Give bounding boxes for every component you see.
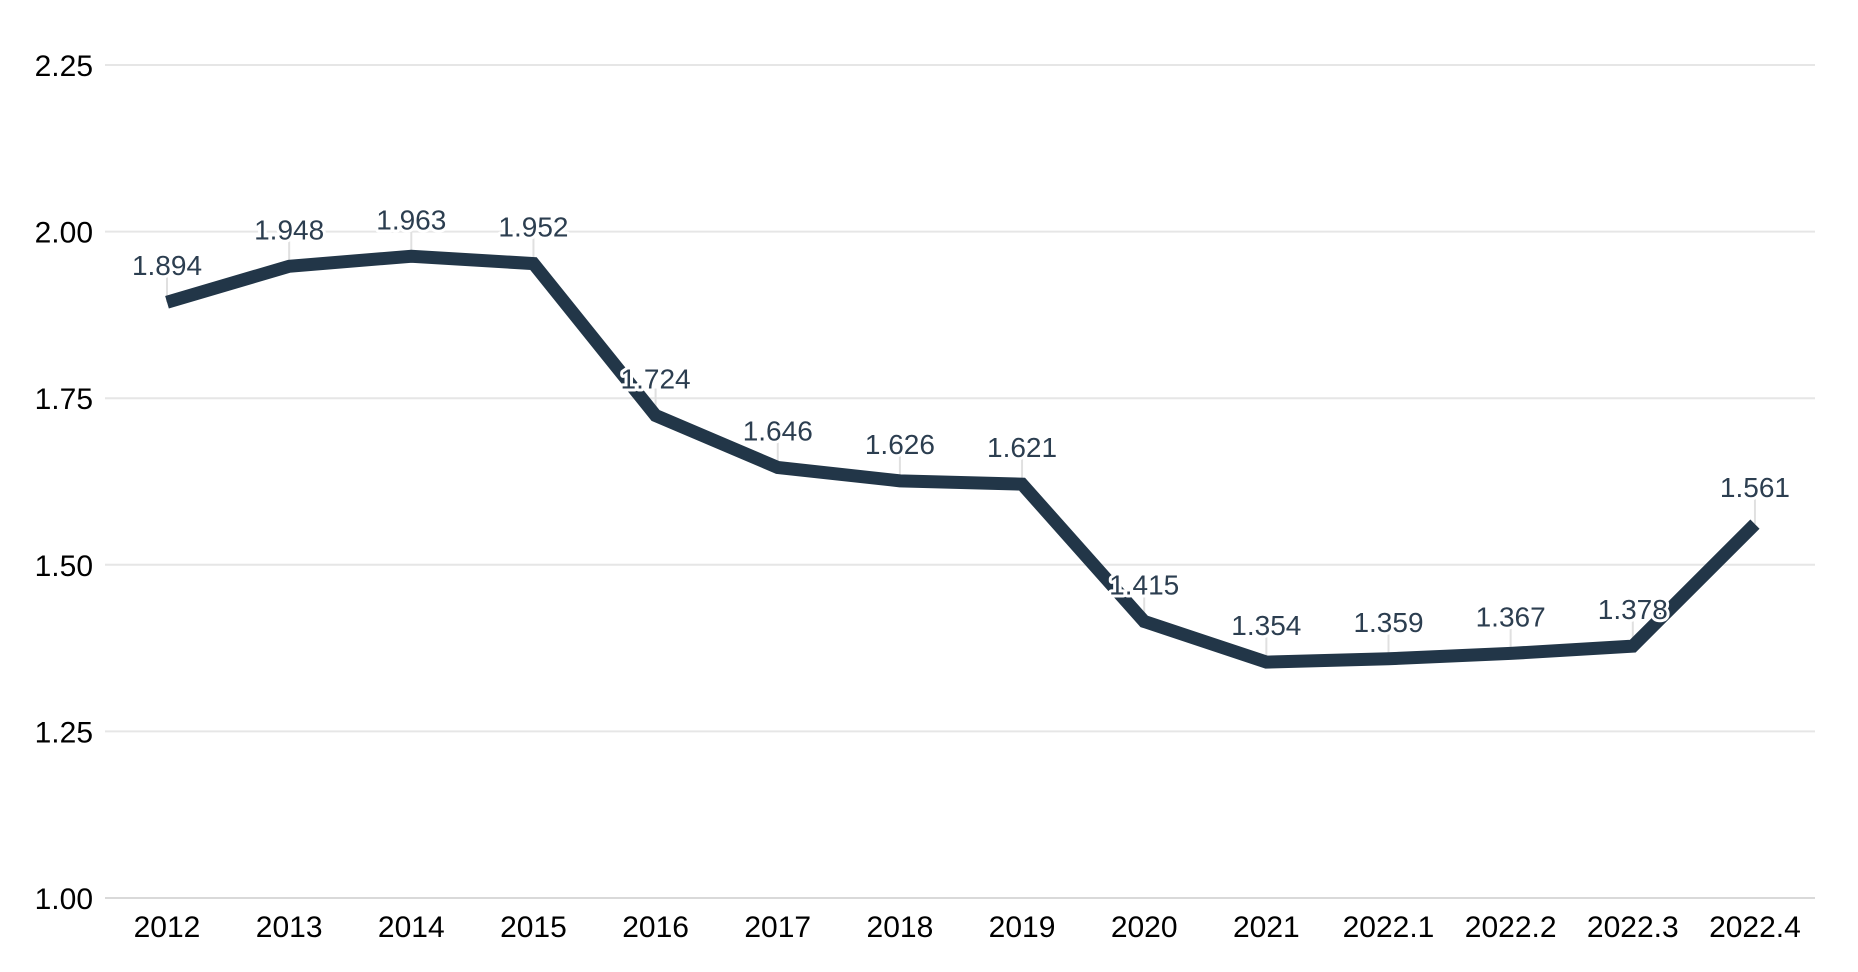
data-point-label: 1.894 bbox=[132, 250, 202, 281]
y-axis-tick-label: 2.25 bbox=[35, 50, 93, 83]
data-point-label: 1.354 bbox=[1231, 610, 1301, 641]
y-axis-tick-label: 1.00 bbox=[35, 883, 93, 916]
x-axis-tick-label: 2014 bbox=[378, 911, 445, 944]
data-point-label: 1.724 bbox=[621, 364, 691, 395]
data-point-label: 1.378 bbox=[1598, 594, 1668, 625]
data-point-label: 1.359 bbox=[1353, 607, 1423, 638]
x-axis-tick-label: 2019 bbox=[989, 911, 1056, 944]
x-axis-tick-label: 2021 bbox=[1233, 911, 1300, 944]
x-axis-tick-label: 2016 bbox=[622, 911, 689, 944]
data-point-label: 1.963 bbox=[376, 204, 446, 235]
x-axis-tick-label: 2020 bbox=[1111, 911, 1178, 944]
y-axis-tick-label: 2.00 bbox=[35, 217, 93, 250]
y-axis-tick-label: 1.75 bbox=[35, 383, 93, 416]
x-axis-tick-label: 2022.1 bbox=[1343, 911, 1435, 944]
x-axis-tick-label: 2013 bbox=[256, 911, 323, 944]
y-axis-tick-label: 1.25 bbox=[35, 716, 93, 749]
data-point-label: 1.621 bbox=[987, 432, 1057, 463]
x-axis-tick-label: 2022.3 bbox=[1587, 911, 1679, 944]
data-point-label: 1.948 bbox=[254, 214, 324, 245]
x-axis-tick-label: 2018 bbox=[867, 911, 934, 944]
x-axis-tick-label: 2022.4 bbox=[1709, 911, 1801, 944]
data-point-label: 1.561 bbox=[1720, 472, 1790, 503]
x-axis-tick-label: 2012 bbox=[134, 911, 201, 944]
data-point-label: 1.952 bbox=[498, 212, 568, 243]
data-point-label: 1.367 bbox=[1476, 601, 1546, 632]
x-axis-tick-label: 2022.2 bbox=[1465, 911, 1557, 944]
x-axis-tick-label: 2017 bbox=[744, 911, 811, 944]
x-axis-tick-label: 2015 bbox=[500, 911, 567, 944]
line-series bbox=[165, 249, 1760, 669]
y-axis-tick-label: 1.50 bbox=[35, 550, 93, 583]
data-point-label: 1.646 bbox=[743, 416, 813, 447]
data-point-label: 1.626 bbox=[865, 429, 935, 460]
data-point-label: 1.415 bbox=[1109, 569, 1179, 600]
